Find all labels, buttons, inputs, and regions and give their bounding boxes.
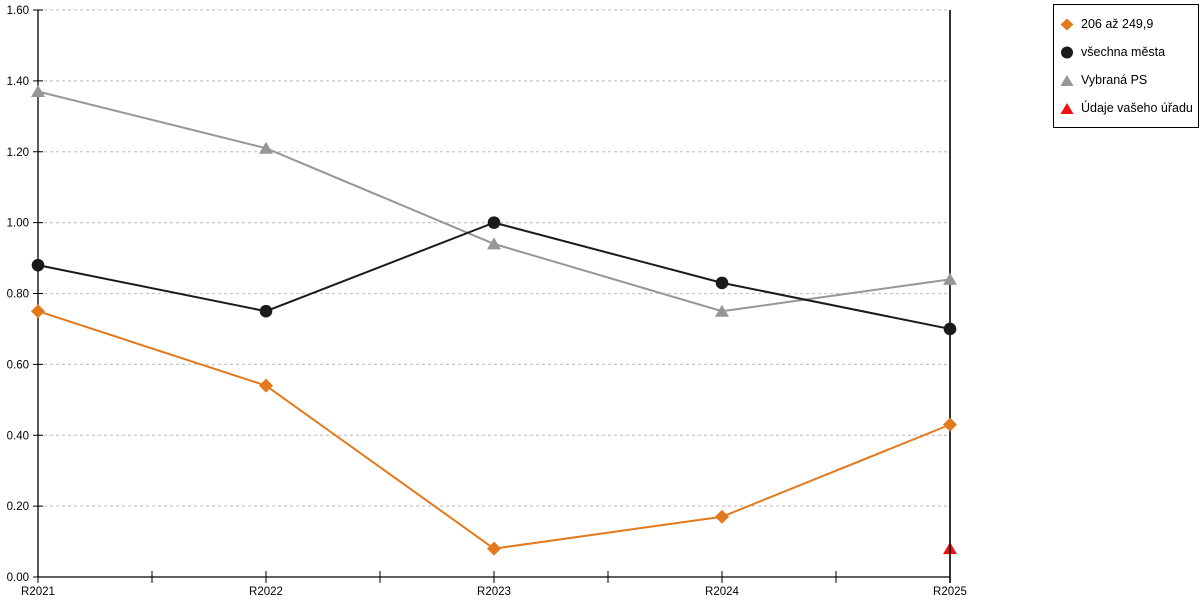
- legend-label: 206 až 249,9: [1081, 16, 1154, 31]
- y-tick-label: 0.00: [7, 572, 29, 584]
- legend-triangle-icon: [1060, 102, 1074, 114]
- legend-triangle-shape: [1060, 102, 1074, 114]
- y-tick-label: 1.60: [7, 5, 29, 17]
- legend-diamond-shape: [1060, 18, 1074, 30]
- y-tick-label: 1.40: [7, 76, 29, 88]
- data-point-diamond-icon: [31, 304, 45, 319]
- series-diamond: [31, 304, 957, 556]
- legend-diamond-icon: [1060, 18, 1074, 30]
- y-tick-label: 0.20: [7, 501, 29, 513]
- legend-label: Údaje vašeho úřadu: [1081, 100, 1193, 115]
- series-circle: [31, 216, 957, 336]
- data-point-circle-icon: [487, 216, 501, 229]
- x-tick-label: R2024: [705, 586, 739, 598]
- data-point-triangle-icon: [943, 272, 957, 285]
- data-point-circle-icon: [259, 304, 273, 318]
- x-tick-label: R2025: [933, 586, 967, 598]
- legend-item: 206 až 249,9: [1060, 10, 1192, 38]
- data-point-diamond-icon: [487, 541, 501, 556]
- data-point-circle-icon: [943, 322, 957, 336]
- legend-label: všechna města: [1081, 44, 1166, 59]
- legend-item: Údaje vašeho úřadu: [1060, 94, 1193, 122]
- gridlines: [38, 9, 950, 507]
- data-point-diamond-icon: [715, 509, 729, 524]
- y-tick-label: 0.80: [7, 289, 29, 301]
- y-tick-label: 1.00: [7, 218, 29, 230]
- data-point-diamond-icon: [943, 417, 957, 432]
- legend-triangle-icon: [1060, 74, 1074, 86]
- data-point-circle-icon: [31, 258, 45, 272]
- legend-circle-shape: [1061, 46, 1073, 58]
- data-point-triangle-icon: [715, 304, 729, 317]
- data-point-circle-icon: [715, 276, 729, 290]
- y-tick-label: 0.60: [7, 359, 29, 371]
- y-tick-label: 1.20: [7, 147, 29, 159]
- x-tick-label: R2023: [477, 586, 511, 598]
- axes: 0.00 0.20 0.40 0.60 0.80 1.00 1.20 1.40 1.60 R202…: [7, 5, 967, 598]
- x-tick-label: R2021: [21, 586, 55, 598]
- y-tick-label: 0.40: [7, 430, 29, 442]
- series-line: [37, 310, 951, 550]
- legend-circle-icon: [1061, 46, 1073, 58]
- legend-item: Vybraná PS: [1060, 66, 1192, 94]
- series-triangle: [31, 85, 957, 317]
- data-point-triangle-icon: [487, 237, 501, 250]
- data-point-triangle-icon: [31, 85, 45, 98]
- data-point-triangle-icon: [259, 141, 273, 154]
- series-line: [37, 90, 951, 313]
- legend-item: všechna města: [1060, 38, 1192, 66]
- chart-legend: 206 až 249,9 všechna města Vybraná PS Údaje…: [1053, 4, 1199, 128]
- legend-triangle-shape: [1060, 74, 1074, 86]
- x-tick-label: R2022: [249, 586, 283, 598]
- data-point-diamond-icon: [259, 378, 273, 393]
- legend-label: Vybraná PS: [1081, 72, 1148, 87]
